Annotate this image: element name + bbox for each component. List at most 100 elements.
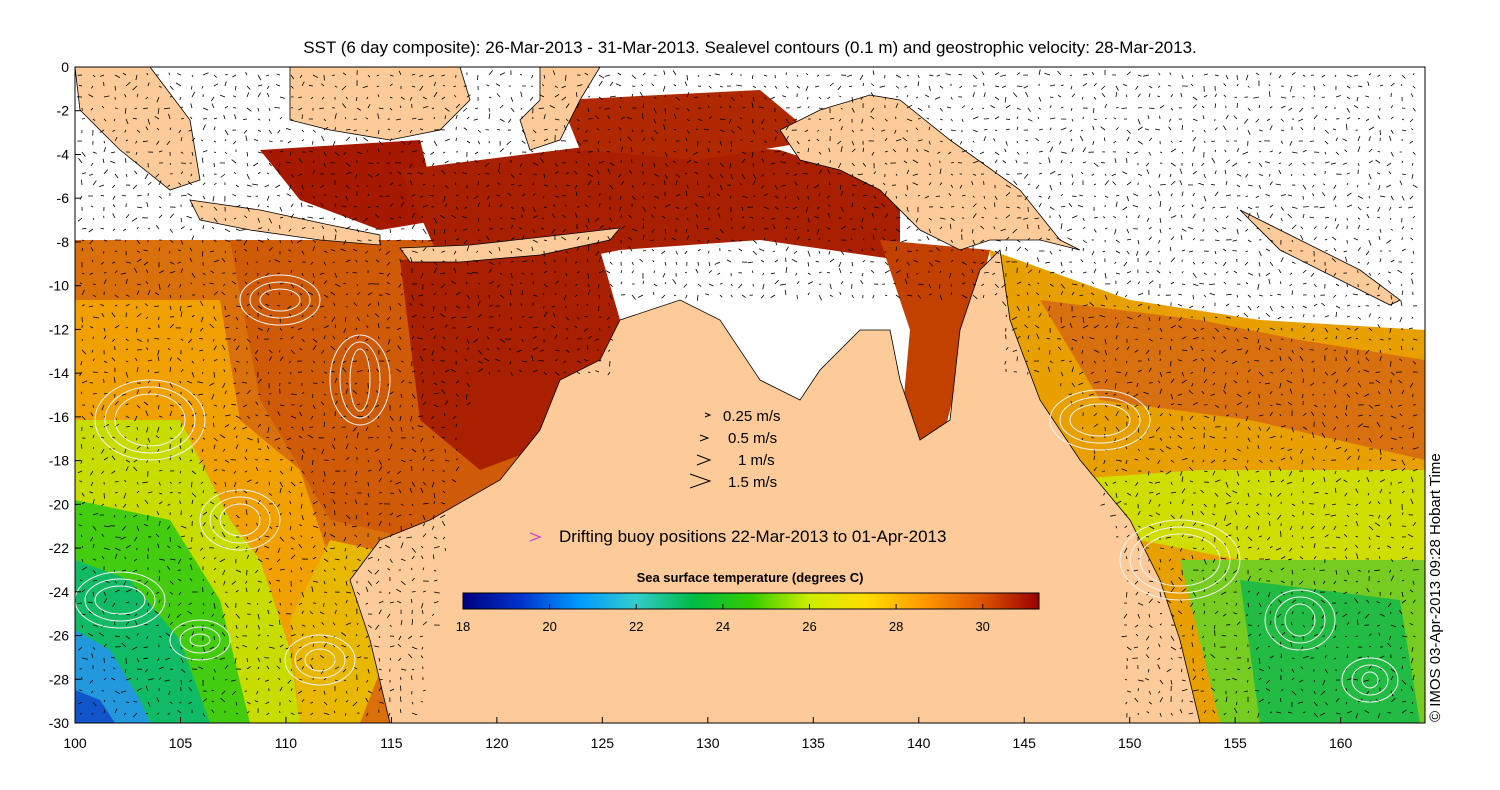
velocity-legend-item: 0.25 m/s (704, 408, 781, 425)
x-tick-label: 105 (169, 735, 193, 751)
x-tick-label: 100 (63, 735, 87, 751)
sealevel-contour (104, 386, 196, 454)
sealevel-contour (1069, 403, 1131, 437)
y-tick-label: -18 (49, 453, 69, 469)
sealevel-contour (114, 393, 186, 447)
map-title: SST (6 day composite): 26-Mar-2013 - 31-… (303, 38, 1197, 57)
imos-credit: © IMOS 03-Apr-2013 09:28 Hobart Time (1427, 453, 1444, 722)
colorbar-ticks: 18 20 22 24 26 28 30 (456, 604, 990, 634)
buoy-marker-icon (529, 532, 542, 542)
sealevel-contour (1351, 664, 1389, 696)
y-tick-label: -24 (49, 584, 69, 600)
sealevel-contour (249, 281, 311, 319)
x-tick-label: 145 (1013, 735, 1037, 751)
buoy-legend-label: Drifting buoy positions 22-Mar-2013 to 0… (559, 527, 946, 546)
sealevel-contour (1059, 396, 1141, 444)
sealevel-contour (169, 619, 231, 661)
y-tick-label: -16 (49, 409, 69, 425)
colorbar-tick-label: 26 (802, 619, 816, 634)
colorbar-tick-label: 28 (889, 619, 903, 634)
sealevel-contour (199, 489, 281, 551)
sealevel-contour (1129, 526, 1231, 594)
colorbar-tick-label: 18 (456, 619, 470, 634)
velocity-legend-label: 0.25 m/s (723, 408, 781, 425)
velocity-legend-item: 1 m/s (696, 452, 775, 469)
buoy-legend: Drifting buoy positions 22-Mar-2013 to 0… (529, 527, 946, 546)
sealevel-contour (209, 496, 271, 544)
land-solomon-islands (1239, 209, 1401, 306)
sealevel-contour (1264, 589, 1336, 651)
sealevel-contour (1274, 596, 1326, 644)
y-tick-label: -22 (49, 540, 69, 556)
colorbar-tick-label: 20 (542, 619, 556, 634)
sealevel-contour (219, 503, 261, 537)
sealevel-contour (75, 571, 166, 629)
land-borneo (289, 67, 471, 141)
sealevel-contour (304, 648, 336, 672)
y-tick-label: -6 (57, 190, 70, 206)
sealevel-contour (1119, 519, 1241, 601)
x-tick-label: 135 (802, 735, 826, 751)
velocity-legend: 0.25 m/s 0.5 m/s 1 m/s 1.5 m/s (689, 408, 781, 491)
velocity-arrows (76, 69, 1419, 719)
x-tick-label: 140 (907, 735, 931, 751)
land-sulawesi (519, 67, 601, 151)
sealevel-contour (239, 274, 321, 326)
x-tick-label: 150 (1118, 735, 1142, 751)
y-axis: 0 -2 -4 -6 -8 -10 -12 -14 -16 -18 -20 -22 -24 -26 -28 -… (49, 59, 81, 731)
plot-frame (74, 66, 1426, 724)
sealevel-contour (1361, 671, 1379, 689)
velocity-arrow-icon (689, 473, 712, 489)
x-tick-label: 130 (696, 735, 720, 751)
y-tick-label: -12 (49, 321, 69, 337)
y-tick-label: -28 (49, 671, 69, 687)
sealevel-contour (329, 334, 391, 426)
sealevel-contour (94, 585, 146, 615)
sealevel-contour (1139, 533, 1221, 587)
colorbar-tick-label: 30 (975, 619, 989, 634)
x-tick-label: 155 (1223, 735, 1247, 751)
x-tick-label: 115 (380, 735, 403, 751)
colorbar-title: Sea surface temperature (degrees C) (637, 570, 864, 585)
velocity-arrow-icon (696, 454, 712, 466)
y-tick-label: -14 (49, 365, 69, 381)
velocity-legend-item: 0.5 m/s (699, 430, 777, 447)
x-tick-label: 160 (1329, 735, 1353, 751)
colorbar: Sea surface temperature (degrees C) 18 20… (456, 570, 1040, 634)
sealevel-contour (259, 288, 301, 312)
sealevel-contours (75, 274, 1399, 703)
sealevel-contour (84, 578, 156, 622)
y-tick-label: 0 (61, 59, 69, 75)
velocity-legend-label: 1.5 m/s (728, 474, 777, 491)
velocity-vector-field (76, 69, 1419, 719)
y-tick-label: -30 (49, 715, 69, 731)
land-java (189, 199, 381, 246)
velocity-arrow-icon (704, 412, 712, 418)
x-axis: 100 105 110 115 120 125 130 135 140 145 150 155 160 (63, 717, 1353, 751)
sealevel-contour (179, 626, 221, 654)
sst-field-east (990, 250, 1425, 723)
sealevel-contour (294, 641, 346, 679)
y-tick-label: -2 (57, 103, 70, 119)
sealevel-contour (189, 633, 211, 647)
y-tick-label: -4 (57, 146, 70, 162)
velocity-legend-label: 0.5 m/s (728, 430, 777, 447)
x-tick-label: 120 (485, 735, 509, 751)
x-tick-label: 125 (591, 735, 615, 751)
sealevel-contour (284, 634, 356, 686)
y-tick-label: -26 (49, 628, 69, 644)
sealevel-contour (1049, 389, 1151, 451)
velocity-arrow-icon (699, 434, 710, 442)
sealevel-contour (339, 341, 381, 419)
colorbar-bar (462, 592, 1040, 610)
map-plot-area (75, 67, 1425, 723)
y-tick-label: -8 (57, 234, 70, 250)
land-sumatra (75, 67, 201, 191)
colorbar-tick-label: 22 (629, 619, 643, 634)
sealevel-contour (1341, 657, 1399, 703)
x-tick-label: 110 (275, 735, 298, 751)
sealevel-contour (1284, 603, 1316, 637)
colorbar-tick-label: 24 (716, 619, 730, 634)
sealevel-contour (94, 379, 206, 461)
